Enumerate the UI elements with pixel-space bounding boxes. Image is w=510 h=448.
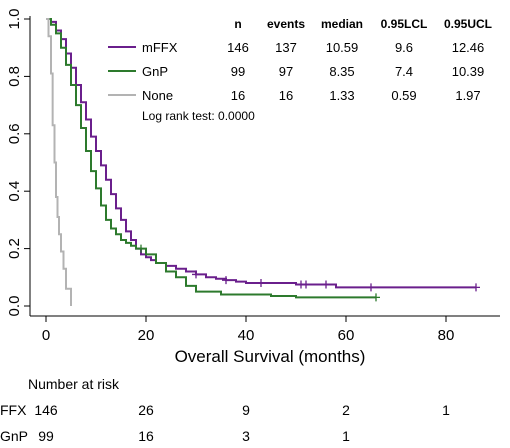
censor-mark-mffx xyxy=(302,280,310,289)
legend-gnp-lcl: 7.4 xyxy=(395,64,413,79)
legend-header-median: median xyxy=(321,17,363,31)
legend-label-gnp: GnP xyxy=(142,64,168,79)
legend-none-median: 1.33 xyxy=(329,88,354,103)
x-tick-label: 60 xyxy=(338,327,355,344)
legend-none-ucl: 1.97 xyxy=(455,88,480,103)
number-at-risk-table: Number at risk FFX GnP 146 26 9 2 1 99 1… xyxy=(0,376,450,444)
log-rank-note: Log rank test: 0.0000 xyxy=(142,109,255,123)
legend-none-n: 16 xyxy=(231,88,245,103)
legend-gnp-events: 97 xyxy=(279,64,293,79)
censor-mark-mffx xyxy=(322,280,330,289)
y-tick-label: 1.0 xyxy=(6,9,23,30)
risk-ffx-t40: 9 xyxy=(242,402,250,418)
legend-label-mffx: mFFX xyxy=(142,40,178,55)
censor-mark-mffx xyxy=(192,270,200,279)
legend-mffx-lcl: 9.6 xyxy=(395,40,413,55)
y-tick-label: 0.8 xyxy=(6,66,23,87)
censor-mark-mffx xyxy=(257,279,265,288)
risk-row-label-gnp: GnP xyxy=(0,428,28,444)
legend-mffx-ucl: 12.46 xyxy=(452,40,485,55)
risk-gnp-t60: 1 xyxy=(342,428,350,444)
legend-mffx-median: 10.59 xyxy=(326,40,359,55)
survival-curve-gnp xyxy=(46,18,376,299)
legend-none-lcl: 0.59 xyxy=(391,88,416,103)
censor-mark-mffx xyxy=(367,283,375,292)
censor-marks xyxy=(137,244,480,302)
censor-mark-gnp xyxy=(137,244,145,253)
legend-gnp-ucl: 10.39 xyxy=(452,64,485,79)
x-tick-label: 0 xyxy=(42,327,50,344)
y-tick-label: 0.2 xyxy=(6,238,23,259)
legend-header-events: events xyxy=(267,17,305,31)
y-tick-label: 0.4 xyxy=(6,181,23,202)
censor-mark-mffx xyxy=(222,276,230,285)
y-axis-ticks: 0.0 0.2 0.4 0.6 0.8 1.0 xyxy=(6,9,30,317)
legend-none-events: 16 xyxy=(279,88,293,103)
legend-gnp-median: 8.35 xyxy=(329,64,354,79)
survival-curve-none xyxy=(46,18,72,306)
risk-gnp-t40: 3 xyxy=(242,428,250,444)
x-tick-label: 40 xyxy=(238,327,255,344)
y-tick-label: 0.0 xyxy=(6,296,23,317)
risk-ffx-t20: 26 xyxy=(138,402,154,418)
y-tick-label: 0.6 xyxy=(6,123,23,144)
legend-header-ucl: 0.95UCL xyxy=(444,17,492,31)
x-tick-label: 20 xyxy=(138,327,155,344)
risk-table-title: Number at risk xyxy=(28,376,120,392)
legend-mffx-n: 146 xyxy=(227,40,249,55)
legend-mffx-events: 137 xyxy=(275,40,297,55)
risk-row-label-ffx: FFX xyxy=(0,402,27,418)
censor-mark-mffx xyxy=(472,283,480,292)
risk-ffx-t80: 1 xyxy=(442,402,450,418)
legend-header-lcl: 0.95LCL xyxy=(381,17,428,31)
legend: n events median 0.95LCL 0.95UCL mFFX 146… xyxy=(108,17,492,123)
x-axis-title: Overall Survival (months) xyxy=(175,347,366,366)
x-tick-label: 80 xyxy=(438,327,455,344)
legend-gnp-n: 99 xyxy=(231,64,245,79)
survival-curve-mffx xyxy=(46,18,476,289)
risk-ffx-t0: 146 xyxy=(34,402,58,418)
plot-axes xyxy=(29,16,500,317)
risk-gnp-t20: 16 xyxy=(138,428,154,444)
legend-label-none: None xyxy=(142,88,173,103)
survival-curves xyxy=(46,18,476,306)
censor-mark-gnp xyxy=(372,293,380,302)
legend-header-n: n xyxy=(234,17,241,31)
risk-gnp-t0: 99 xyxy=(38,428,54,444)
risk-ffx-t60: 2 xyxy=(342,402,350,418)
x-axis-ticks: 0 20 40 60 80 xyxy=(42,316,455,344)
